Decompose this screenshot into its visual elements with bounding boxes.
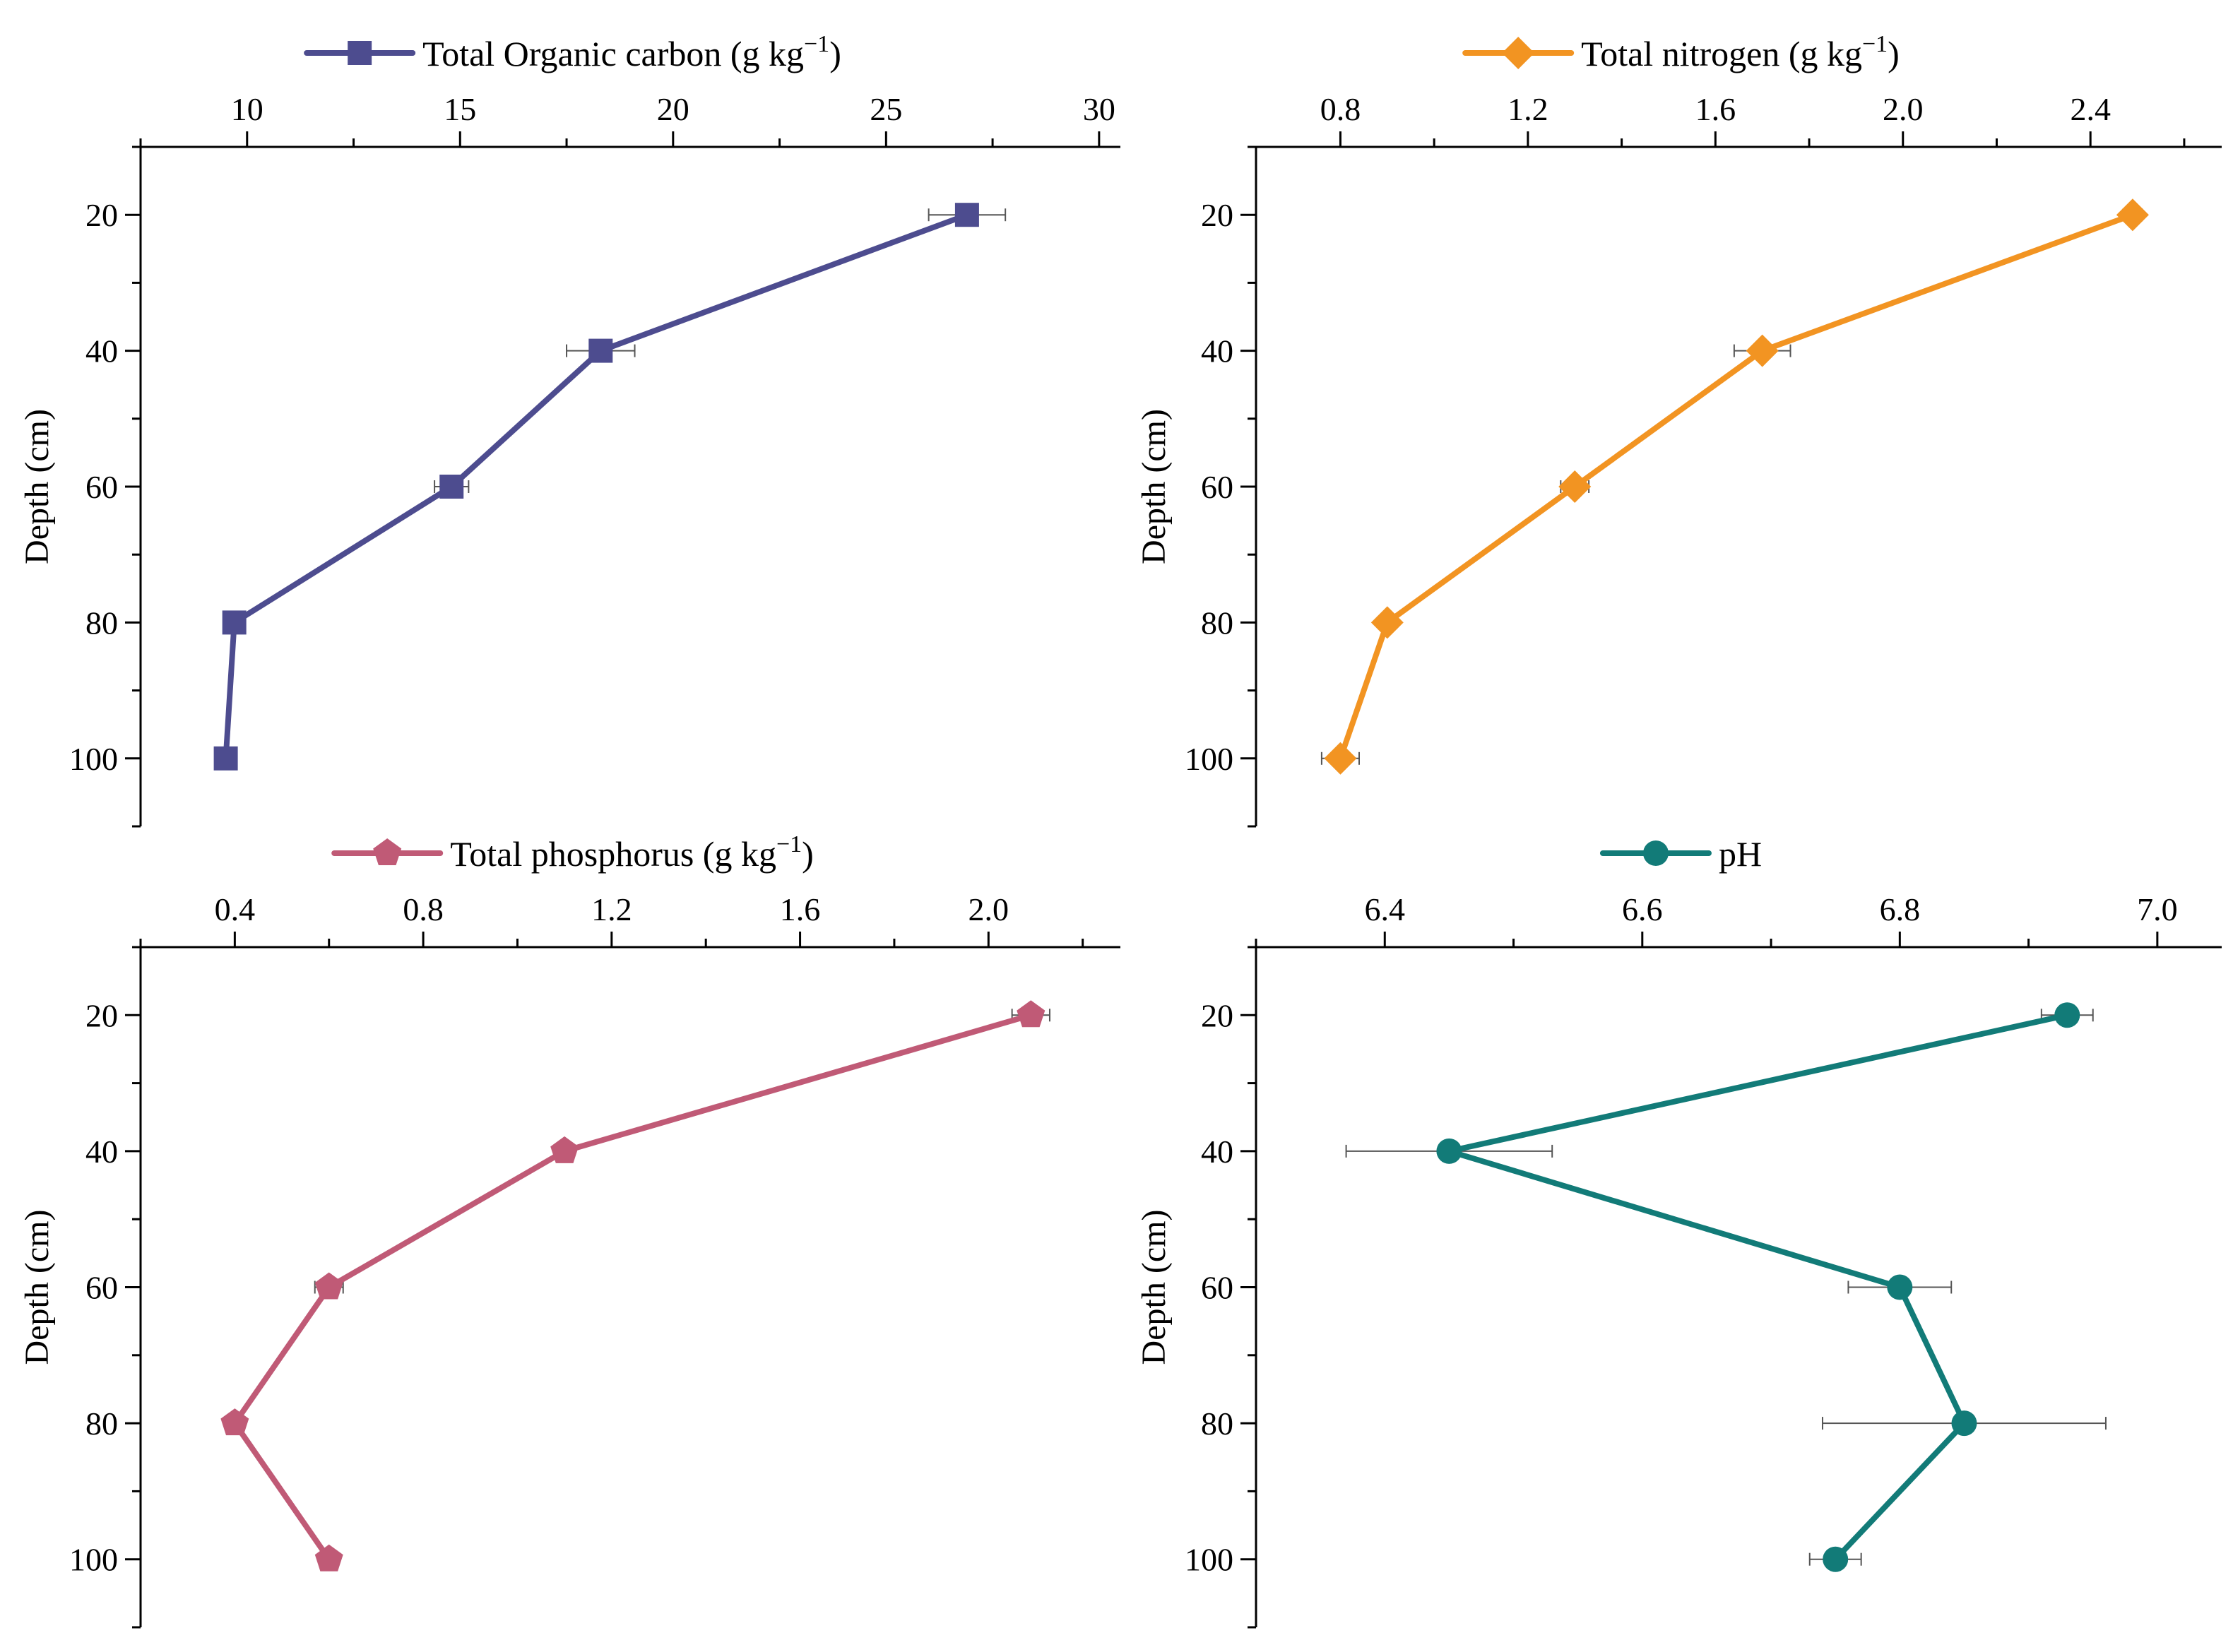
legend: Total Organic carbon (g kg−1) <box>304 31 841 73</box>
legend-suffix: ) <box>802 834 814 874</box>
legend-swatch-marker <box>373 838 402 865</box>
y-tick-label: 100 <box>1185 741 1233 777</box>
legend-superscript: −1 <box>804 31 829 57</box>
x-tick-label: 30 <box>1083 91 1115 127</box>
data-point <box>1017 1000 1046 1028</box>
panel-total-organic-carbon: 10 15 20 25 30 20 40 60 80 100 Depth (cm) Total Org… <box>18 31 1120 828</box>
y-tick-label: 40 <box>1201 1134 1233 1170</box>
data-point <box>1370 606 1404 639</box>
y-tick-label: 100 <box>1185 1542 1233 1578</box>
y-tick-label: 60 <box>85 1270 118 1306</box>
y-tick-label: 20 <box>1201 997 1233 1033</box>
data-point <box>1823 1546 1849 1572</box>
x-tick-label: 0.8 <box>403 891 444 927</box>
y-axis-title: Depth (cm) <box>1135 1210 1173 1365</box>
data-point <box>2116 198 2149 232</box>
legend-swatch-marker <box>348 41 372 65</box>
x-tick-label: 1.6 <box>1695 91 1736 127</box>
legend-label: Total Organic carbon (g kg−1) <box>422 31 841 73</box>
legend-suffix: ) <box>829 34 841 73</box>
legend: Total phosphorus (g kg−1) <box>331 831 814 874</box>
x-tick-label: 2.4 <box>2070 91 2111 127</box>
x-tick-label: 6.4 <box>1365 891 1406 927</box>
y-tick-label: 60 <box>1201 469 1233 505</box>
y-tick-label: 20 <box>1201 197 1233 233</box>
data-point <box>1558 470 1592 503</box>
panel-ph: 6.4 6.6 6.8 7.0 20 40 60 80 100 Depth (cm) pH <box>1135 834 2222 1629</box>
legend-superscript: −1 <box>776 831 802 857</box>
data-point <box>2054 1002 2080 1028</box>
y-tick-label: 80 <box>85 1406 118 1442</box>
y-axis-title: Depth (cm) <box>18 409 56 564</box>
legend-label: Total phosphorus (g kg−1) <box>450 831 814 874</box>
data-point <box>314 1272 343 1300</box>
data-point <box>1951 1410 1977 1437</box>
y-tick-label: 80 <box>85 605 118 641</box>
data-point <box>222 610 247 635</box>
series-line <box>1446 1012 2071 1562</box>
legend: pH <box>1599 834 1762 874</box>
legend-superscript: −1 <box>1862 31 1888 57</box>
y-tick-label: 100 <box>69 1542 118 1578</box>
x-tick-label: 2.0 <box>1883 91 1924 127</box>
y-tick-label: 60 <box>85 469 118 505</box>
data-point <box>213 746 238 771</box>
x-tick-label: 2.0 <box>969 891 1009 927</box>
y-tick-label: 100 <box>69 741 118 777</box>
x-tick-label: 10 <box>231 91 263 127</box>
y-tick-label: 40 <box>1201 333 1233 369</box>
y-tick-label: 40 <box>85 1134 118 1170</box>
series-line <box>232 1012 1034 1562</box>
series-line <box>1337 212 2136 761</box>
y-tick-label: 40 <box>85 333 118 369</box>
legend-swatch-marker <box>1502 37 1535 69</box>
data-point <box>1746 334 1779 367</box>
y-tick-label: 80 <box>1201 605 1233 641</box>
legend: Total nitrogen (g kg−1) <box>1462 31 1900 73</box>
series-line <box>223 212 970 761</box>
x-tick-label: 1.6 <box>780 891 821 927</box>
data-point <box>1887 1274 1913 1300</box>
panel-total-phosphorus: 0.4 0.8 1.2 1.6 2.0 20 40 60 80 100 Depth (cm) Tota… <box>18 831 1120 1629</box>
legend-label: Total nitrogen (g kg−1) <box>1581 31 1900 73</box>
y-tick-label: 20 <box>85 997 118 1033</box>
y-axis-title: Depth (cm) <box>18 1210 56 1365</box>
x-tick-label: 25 <box>870 91 902 127</box>
data-point <box>220 1408 249 1436</box>
x-tick-label: 20 <box>657 91 689 127</box>
data-point <box>550 1136 579 1163</box>
data-point <box>588 338 613 363</box>
y-tick-label: 20 <box>85 197 118 233</box>
panel-total-nitrogen: 0.8 1.2 1.6 2.0 2.4 20 40 60 80 100 Depth (cm) Tota… <box>1135 31 2222 828</box>
x-tick-label: 6.8 <box>1880 891 1921 927</box>
x-tick-label: 15 <box>444 91 476 127</box>
y-tick-label: 80 <box>1201 1406 1233 1442</box>
data-point <box>1436 1138 1462 1164</box>
data-point <box>314 1544 343 1571</box>
legend-suffix: ) <box>1888 34 1900 73</box>
x-tick-label: 0.8 <box>1320 91 1361 127</box>
y-axis-title: Depth (cm) <box>1135 409 1173 564</box>
data-point <box>954 203 979 227</box>
x-tick-label: 6.6 <box>1622 891 1663 927</box>
data-point <box>439 475 464 499</box>
legend-label: pH <box>1719 834 1762 874</box>
data-point <box>1324 742 1357 775</box>
x-tick-label: 1.2 <box>1508 91 1548 127</box>
y-tick-label: 60 <box>1201 1270 1233 1306</box>
legend-swatch-marker <box>1642 840 1669 866</box>
x-tick-label: 1.2 <box>591 891 632 927</box>
x-tick-label: 0.4 <box>215 891 256 927</box>
x-tick-label: 7.0 <box>2137 891 2178 927</box>
